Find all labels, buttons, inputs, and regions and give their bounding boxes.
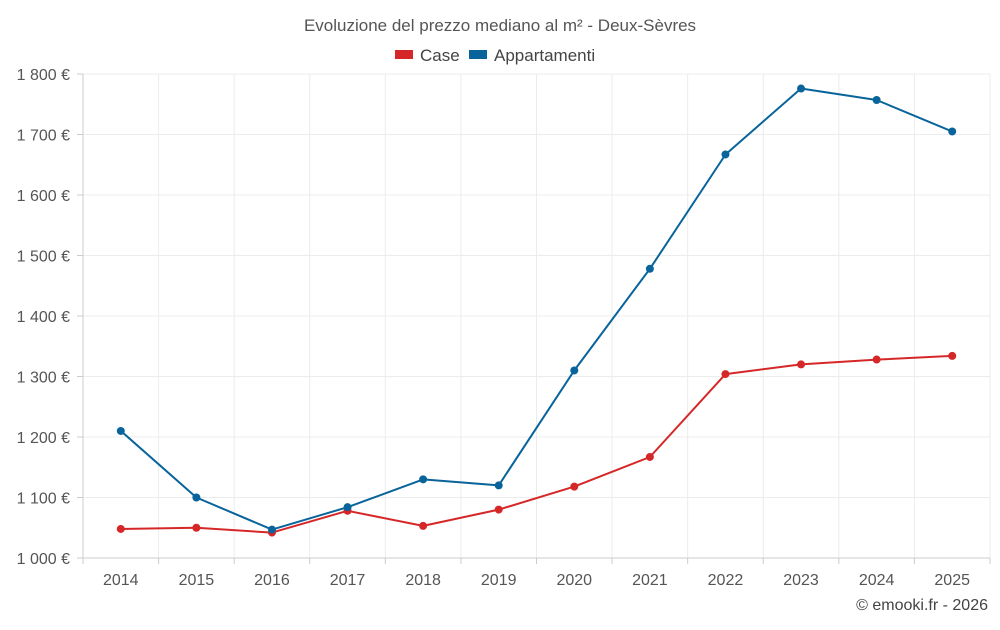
data-point-case-2023[interactable] bbox=[797, 360, 806, 369]
y-axis-ticks: 1 000 € 1 100 € 1 200 € 1 300 € 1 400 € 1 500… bbox=[17, 67, 83, 568]
y-tick-label-1800: 1 800 € bbox=[17, 67, 70, 84]
data-point-appartamenti-2023[interactable] bbox=[797, 84, 806, 93]
legend-item-appartamenti[interactable]: Appartamenti bbox=[469, 46, 595, 65]
data-point-appartamenti-2014[interactable] bbox=[116, 426, 125, 435]
x-tick-label-2019: 2019 bbox=[481, 572, 517, 589]
y-tick-label-1100: 1 100 € bbox=[17, 491, 70, 508]
x-axis-ticks: 2014 2015 2016 2017 2018 2019 2020 2021 2022 2023… bbox=[82, 558, 991, 589]
x-tick-label-2020: 2020 bbox=[556, 572, 592, 589]
data-point-case-2025[interactable] bbox=[948, 351, 957, 360]
credit-text: © emooki.fr - 2026 bbox=[856, 597, 988, 614]
data-point-appartamenti-2015[interactable] bbox=[192, 493, 201, 502]
data-point-case-2021[interactable] bbox=[645, 452, 654, 461]
legend-label-appartamenti: Appartamenti bbox=[494, 46, 595, 65]
data-point-case-2018[interactable] bbox=[419, 521, 428, 530]
data-point-appartamenti-2022[interactable] bbox=[721, 150, 730, 159]
y-tick-label-1400: 1 400 € bbox=[17, 309, 70, 326]
x-tick-label-2017: 2017 bbox=[330, 572, 366, 589]
y-tick-label-1600: 1 600 € bbox=[17, 188, 70, 205]
data-point-appartamenti-2019[interactable] bbox=[494, 481, 503, 490]
data-point-case-2015[interactable] bbox=[192, 523, 201, 532]
data-point-appartamenti-2024[interactable] bbox=[872, 96, 881, 105]
x-tick-label-2022: 2022 bbox=[708, 572, 744, 589]
data-point-case-2014[interactable] bbox=[116, 524, 125, 533]
x-tick-label-2016: 2016 bbox=[254, 572, 290, 589]
legend-label-case: Case bbox=[420, 46, 460, 65]
legend: Case Appartamenti bbox=[395, 46, 595, 65]
y-tick-label-1500: 1 500 € bbox=[17, 249, 70, 266]
data-point-appartamenti-2016[interactable] bbox=[267, 525, 276, 534]
chart-title: Evoluzione del prezzo mediano al m² - De… bbox=[304, 16, 696, 35]
series-line-appartamenti bbox=[120, 87, 953, 531]
x-tick-label-2014: 2014 bbox=[103, 572, 139, 589]
series-line-case bbox=[120, 354, 953, 534]
x-tick-label-2024: 2024 bbox=[859, 572, 895, 589]
y-tick-label-1700: 1 700 € bbox=[17, 128, 70, 145]
y-tick-label-1200: 1 200 € bbox=[17, 430, 70, 447]
y-tick-label-1000: 1 000 € bbox=[17, 551, 70, 568]
series-group bbox=[116, 84, 957, 537]
data-point-appartamenti-2018[interactable] bbox=[419, 475, 428, 484]
data-point-appartamenti-2017[interactable] bbox=[343, 503, 352, 512]
data-point-case-2022[interactable] bbox=[721, 370, 730, 379]
x-tick-label-2025: 2025 bbox=[934, 572, 970, 589]
x-tick-label-2023: 2023 bbox=[783, 572, 819, 589]
data-point-appartamenti-2020[interactable] bbox=[570, 366, 579, 375]
data-point-appartamenti-2021[interactable] bbox=[645, 264, 654, 273]
x-tick-label-2015: 2015 bbox=[179, 572, 215, 589]
x-tick-label-2018: 2018 bbox=[405, 572, 441, 589]
legend-swatch-case bbox=[395, 50, 413, 59]
y-tick-label-1300: 1 300 € bbox=[17, 370, 70, 387]
grid bbox=[82, 73, 991, 558]
data-point-case-2019[interactable] bbox=[494, 505, 503, 514]
legend-swatch-appartamenti bbox=[469, 50, 487, 59]
data-point-appartamenti-2025[interactable] bbox=[948, 127, 957, 136]
data-point-case-2020[interactable] bbox=[570, 482, 579, 491]
x-tick-label-2021: 2021 bbox=[632, 572, 668, 589]
data-point-case-2024[interactable] bbox=[872, 355, 881, 364]
legend-item-case[interactable]: Case bbox=[395, 46, 460, 65]
